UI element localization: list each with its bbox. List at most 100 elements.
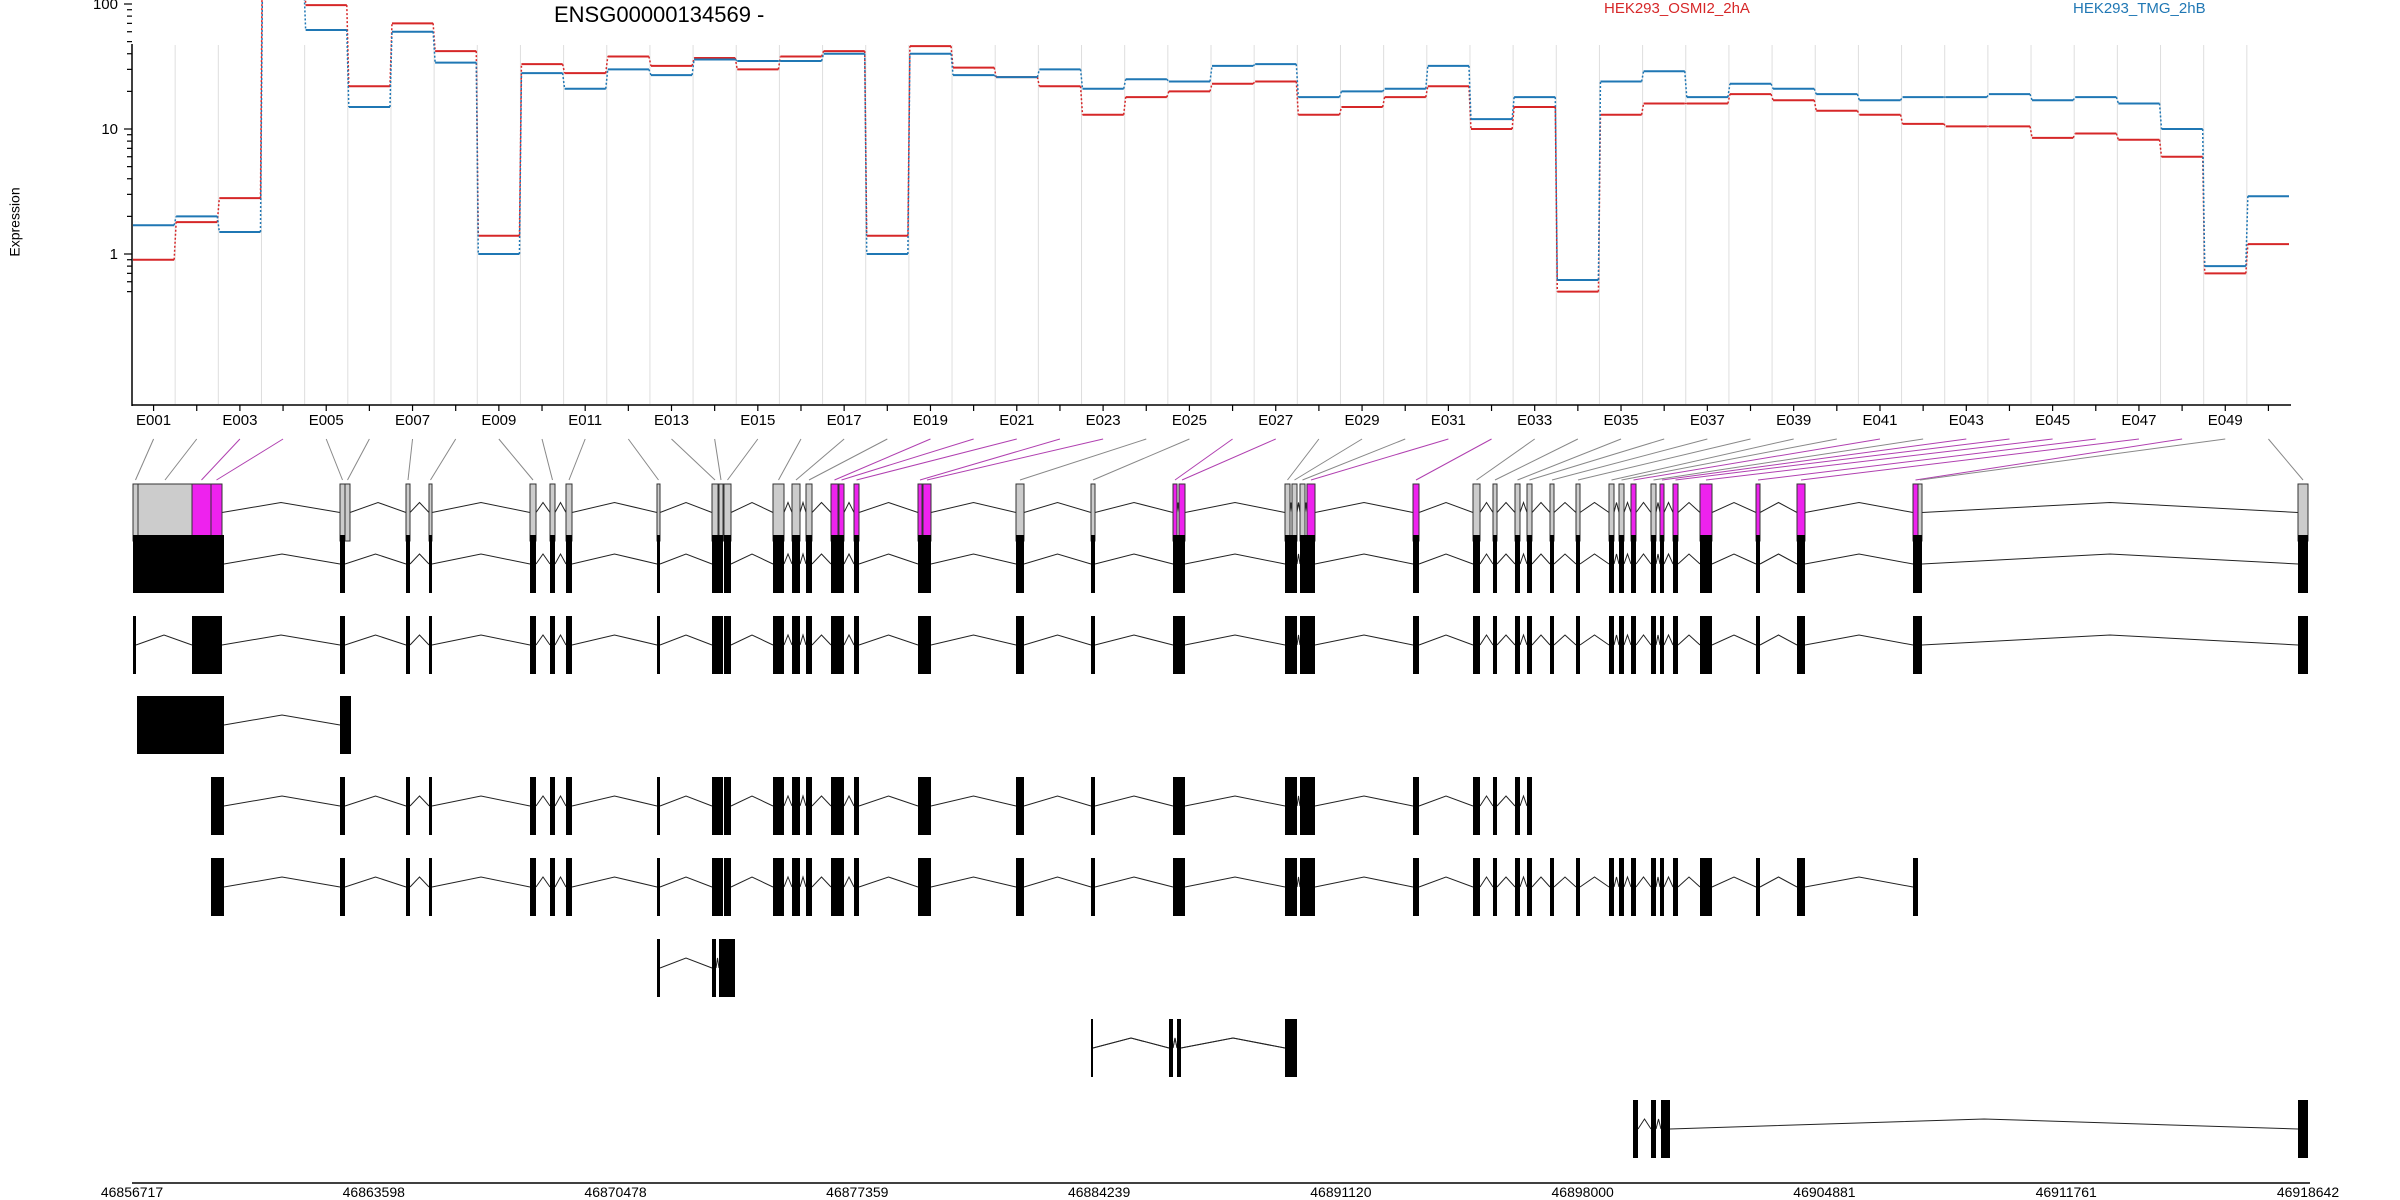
- transcript-exon: [1285, 616, 1297, 674]
- intron-line: [1635, 501, 1652, 513]
- transcript-exon: [1700, 616, 1712, 674]
- exon-bin: [1912, 483, 1919, 542]
- exon-bin: [772, 483, 785, 542]
- exon-bin: [1608, 483, 1615, 542]
- transcript-exon: [1673, 858, 1678, 916]
- transcript-exon: [854, 616, 859, 674]
- transcript-intron: [1296, 553, 1301, 565]
- exon-bin: [1650, 483, 1657, 542]
- transcript-2: [133, 616, 2308, 674]
- step-connector: [346, 5, 350, 87]
- transcript-intron: [1669, 1118, 2299, 1130]
- step-connector: [993, 67, 997, 78]
- transcript-intron: [1418, 634, 1474, 646]
- x-tick-label: E011: [568, 412, 602, 429]
- transcript-exon: [1609, 616, 1614, 674]
- transcript-exon: [1913, 616, 1922, 674]
- transcript-exon: [1660, 535, 1664, 593]
- step-connector: [1295, 81, 1300, 115]
- transcript-9: [1633, 1100, 2308, 1158]
- intron-line: [843, 501, 855, 513]
- transcript-intron: [1759, 553, 1798, 565]
- transcript-exon: [1016, 616, 1024, 674]
- exon-bin: [529, 483, 537, 542]
- exon-connector-line: [1019, 438, 1147, 481]
- transcript-exon: [792, 858, 800, 916]
- exon-connector-line: [430, 438, 457, 481]
- intron-line: [1663, 501, 1674, 513]
- transcript-intron: [344, 553, 407, 565]
- transcript-exon: [712, 777, 723, 835]
- exon-connector-line: [1476, 438, 1535, 481]
- transcript-intron: [1553, 634, 1577, 646]
- transcript-exon: [429, 858, 432, 916]
- transcript-exon: [854, 535, 859, 593]
- transcript-exon: [1413, 858, 1419, 916]
- transcript-intron: [1479, 634, 1494, 646]
- transcript-intron: [1677, 876, 1701, 888]
- transcript-intron: [1553, 876, 1577, 888]
- transcript-exon: [1673, 616, 1678, 674]
- transcript-intron: [223, 795, 341, 807]
- step-connector: [1770, 93, 1774, 101]
- transcript-exon: [831, 535, 844, 593]
- transcript-exon: [1091, 777, 1095, 835]
- transcript-exon: [806, 616, 812, 674]
- transcript-intron: [1418, 553, 1474, 565]
- exon-connector-line: [1302, 438, 1406, 481]
- transcript-intron: [1094, 634, 1174, 646]
- transcript-intron: [1531, 634, 1551, 646]
- transcript-exon: [550, 535, 555, 593]
- intron-line: [1553, 501, 1577, 513]
- transcript-intron: [730, 553, 774, 565]
- transcript-intron: [730, 795, 774, 807]
- step-connector: [173, 216, 177, 226]
- transcript-intron: [1314, 795, 1414, 807]
- transcript-intron: [571, 553, 658, 565]
- step-connector: [1770, 83, 1774, 90]
- step-connector: [2072, 96, 2076, 101]
- exon-connector-line: [778, 438, 802, 481]
- legend-entry-tmg: HEK293_TMG_2hB: [2073, 0, 2206, 17]
- step-connector: [2115, 133, 2120, 141]
- exon-bin: [405, 483, 411, 542]
- intron-line: [1184, 501, 1286, 513]
- transcript-intron: [1553, 553, 1577, 565]
- transcript-exon: [1527, 858, 1532, 916]
- transcript-intron: [1496, 795, 1516, 807]
- exon-bin: [711, 483, 719, 542]
- step-connector: [2245, 244, 2249, 274]
- transcript-7: [1091, 1019, 1297, 1077]
- transcript-exon: [550, 616, 555, 674]
- transcript-intron: [409, 553, 430, 565]
- transcript-exon: [1700, 535, 1712, 593]
- exon-connector-line: [1611, 438, 1794, 481]
- genomic-coordinate-label: 46870478: [584, 1184, 647, 1200]
- step-connector: [561, 64, 566, 74]
- legend-entry-osmi2: HEK293_OSMI2_2hA: [1604, 0, 1750, 17]
- step-connector: [1381, 96, 1386, 108]
- transcript-exon: [657, 939, 660, 997]
- transcript-intron: [1804, 634, 1914, 646]
- transcript-intron: [1296, 634, 1301, 646]
- exon-bin: [1492, 483, 1498, 542]
- transcript-intron: [1655, 634, 1661, 646]
- x-tick-label: E013: [654, 412, 689, 429]
- exon-connector-line: [1919, 438, 2226, 481]
- transcript-intron: [223, 553, 341, 565]
- intron-line: [1531, 501, 1551, 513]
- genomic-coordinate-label: 46911761: [2036, 1184, 2097, 1200]
- transcript-intron: [659, 876, 713, 888]
- exon-connector-line: [1577, 438, 1751, 481]
- transcript-exon: [1473, 535, 1480, 593]
- transcript-exon: [1300, 616, 1315, 674]
- intron-line: [1804, 501, 1914, 513]
- step-connector: [1425, 86, 1429, 98]
- transcript-exon: [1473, 616, 1480, 674]
- transcript-intron: [1635, 876, 1652, 888]
- genomic-coordinate-label: 46884239: [1068, 1184, 1131, 1200]
- step-connector: [561, 73, 566, 89]
- step-connector: [648, 69, 652, 76]
- transcript-exon: [340, 858, 345, 916]
- step-connector: [691, 59, 695, 76]
